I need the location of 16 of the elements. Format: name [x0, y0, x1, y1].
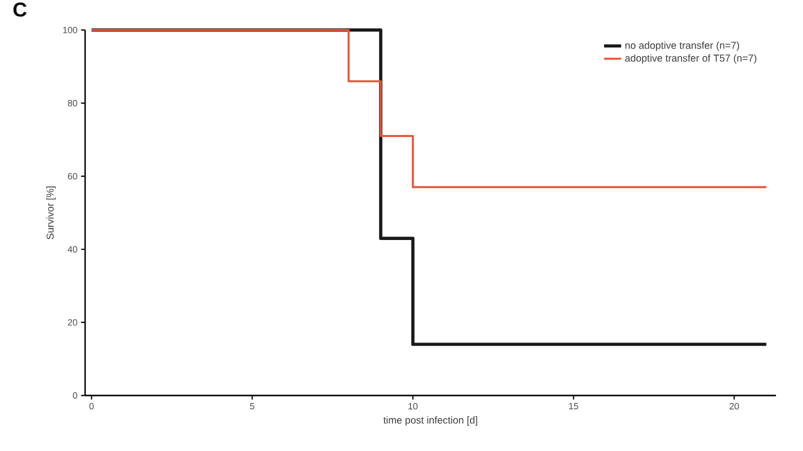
- y-tick-label: 0: [72, 392, 78, 399]
- y-tick-label: 60: [68, 173, 78, 180]
- x-tick-label: 0: [89, 403, 94, 410]
- x-tick-label: 15: [569, 403, 578, 410]
- x-tick-label: 10: [408, 403, 418, 410]
- y-tick-label: 100: [63, 27, 78, 34]
- x-axis-title: time post infection [d]: [383, 416, 478, 426]
- x-tick-label: 20: [730, 403, 739, 410]
- y-tick-label: 40: [68, 246, 78, 253]
- x-tick-label: 5: [250, 403, 254, 410]
- legend-label: no adoptive transfer (n=7): [625, 42, 740, 52]
- chart-title: C: [13, 2, 27, 17]
- legend-label: adoptive transfer of T57 (n=7): [625, 54, 756, 64]
- y-axis-title: Survivor [%]: [46, 186, 56, 240]
- y-tick-label: 20: [68, 319, 78, 326]
- y-tick-label: 80: [68, 100, 78, 107]
